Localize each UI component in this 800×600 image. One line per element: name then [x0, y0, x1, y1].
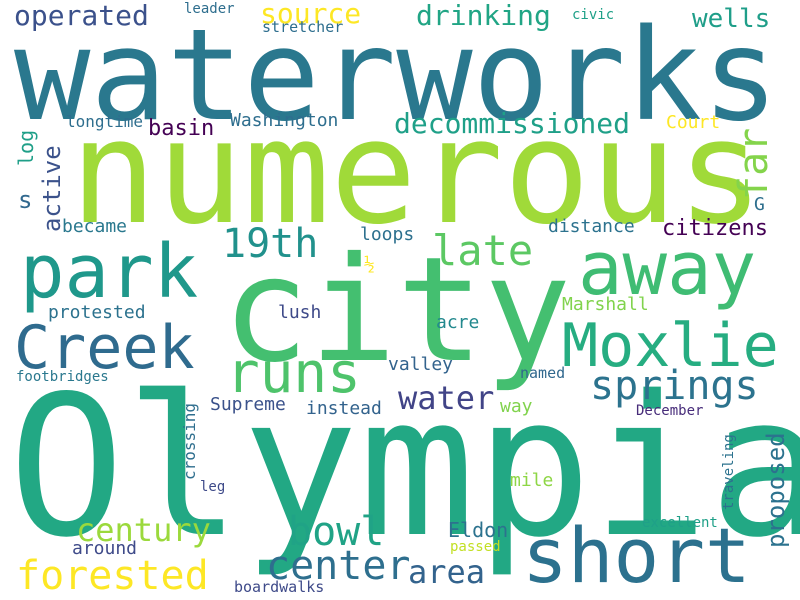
word-moxlie: Moxlie [562, 311, 779, 381]
word-protested: protested [48, 302, 146, 323]
word-december: December [636, 403, 704, 419]
word-log: log [14, 129, 38, 166]
word-eldon: Eldon [448, 518, 509, 542]
word-g: G [754, 194, 765, 215]
word-distance: distance [548, 216, 635, 237]
word-acre: acre [436, 312, 480, 333]
word-waterworks: waterworks [14, 1, 779, 149]
word-bowl: bowl [288, 509, 385, 555]
word-crossing: crossing [180, 402, 199, 480]
word-century: century [76, 511, 211, 549]
word-olympia: Olympia [8, 354, 800, 580]
word-leader: leader [184, 1, 235, 17]
word-footbridges: footbridges [16, 369, 109, 385]
word-area: area [408, 553, 486, 591]
word-longtime: longtime [66, 112, 144, 131]
word-civic: civic [572, 7, 615, 23]
word-creek: Creek [14, 313, 195, 383]
word-basin: basin [148, 116, 215, 141]
word-passed: passed [450, 539, 501, 555]
word-leg: leg [200, 479, 226, 495]
word-instead: instead [306, 398, 382, 419]
word-active: active [38, 145, 66, 232]
word-became: became [62, 216, 128, 237]
word-court: Court [666, 112, 721, 133]
word-s: s [18, 186, 33, 214]
word-operated: operated [14, 0, 149, 32]
word-citizens: citizens [662, 216, 768, 241]
word-around: around [72, 538, 138, 559]
word-stretcher: stretcher [262, 18, 344, 36]
word-drinking: drinking [416, 0, 551, 32]
word-away: away [578, 226, 757, 312]
word-19th: 19th [222, 221, 319, 267]
word-half: ½ [364, 254, 375, 275]
word-boardwalks: boardwalks [234, 578, 325, 596]
word-supreme: Supreme [210, 394, 286, 415]
word-runs: runs [226, 341, 361, 406]
word-forested: forested [16, 553, 209, 599]
word-traveling: traveling [721, 434, 737, 510]
word-washington: Washington [230, 110, 339, 131]
word-way: way [500, 396, 533, 417]
word-excellent: excellent [642, 515, 718, 531]
word-far: far [731, 127, 777, 200]
word-wells: wells [692, 4, 771, 34]
word-marshall: Marshall [562, 294, 649, 315]
word-springs: springs [590, 363, 759, 409]
word-short: short [522, 511, 751, 600]
word-mile: mile [510, 470, 554, 491]
word-loops: loops [360, 224, 415, 245]
word-lush: lush [278, 302, 322, 323]
word-source: source [260, 0, 362, 30]
word-late: late [432, 226, 534, 275]
word-park: park [20, 229, 199, 315]
word-numerous: numerous [70, 88, 764, 256]
word-water: water [398, 379, 495, 417]
word-named: named [520, 364, 566, 382]
word-proposed: proposed [762, 432, 790, 548]
word-city: city [222, 226, 572, 395]
word-valley: valley [388, 354, 454, 375]
word-decommissioned: decommissioned [394, 107, 631, 140]
word-center: center [266, 543, 411, 589]
